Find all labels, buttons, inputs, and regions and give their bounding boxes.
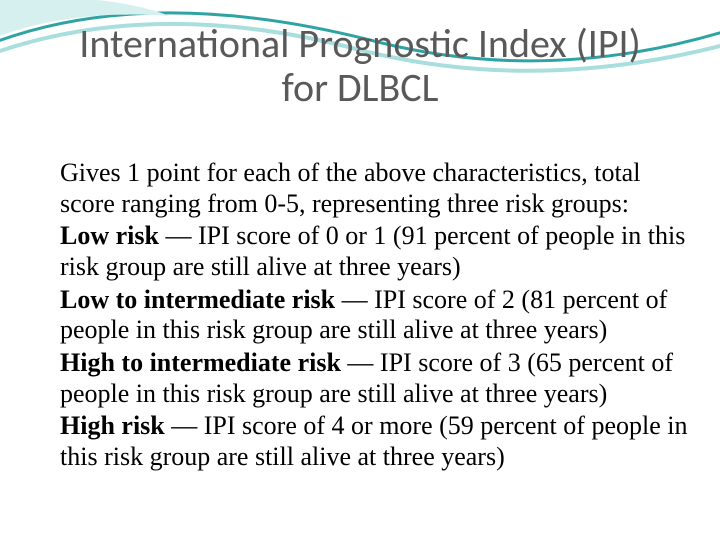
bullet-icon: 	[40, 227, 56, 251]
bullet-icon: 	[40, 291, 56, 315]
title-line-2: for DLBCL	[0, 66, 720, 110]
bullet-icon: 	[40, 164, 56, 188]
list-item-text: Gives 1 point for each of the above char…	[60, 158, 700, 219]
list-item:  High risk — IPI score of 4 or more (59…	[40, 411, 700, 472]
list-item-text: Low risk — IPI score of 0 or 1 (91 perce…	[60, 221, 700, 282]
page-title: International Prognostic Index (IPI) for…	[0, 22, 720, 110]
list-item:  High to intermediate risk — IPI score …	[40, 348, 700, 409]
list-item-text: High to intermediate risk — IPI score of…	[60, 348, 700, 409]
list-item-text: Low to intermediate risk — IPI score of …	[60, 285, 700, 346]
list-item:  Low risk — IPI score of 0 or 1 (91 per…	[40, 221, 700, 282]
list-item-text: High risk — IPI score of 4 or more (59 p…	[60, 411, 700, 472]
list-item:  Low to intermediate risk — IPI score o…	[40, 285, 700, 346]
body-content:  Gives 1 point for each of the above ch…	[40, 158, 700, 475]
bullet-icon: 	[40, 417, 56, 441]
title-line-1: International Prognostic Index (IPI)	[0, 22, 720, 66]
bullet-icon: 	[40, 354, 56, 378]
list-item:  Gives 1 point for each of the above ch…	[40, 158, 700, 219]
